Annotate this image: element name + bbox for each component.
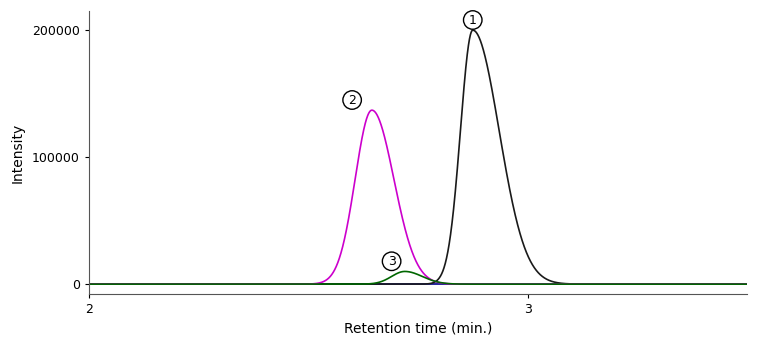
Text: 2: 2 (348, 93, 356, 107)
Y-axis label: Intensity: Intensity (11, 122, 25, 183)
X-axis label: Retention time (min.): Retention time (min.) (343, 322, 492, 336)
Text: 1: 1 (468, 14, 477, 26)
Text: 3: 3 (387, 255, 396, 268)
